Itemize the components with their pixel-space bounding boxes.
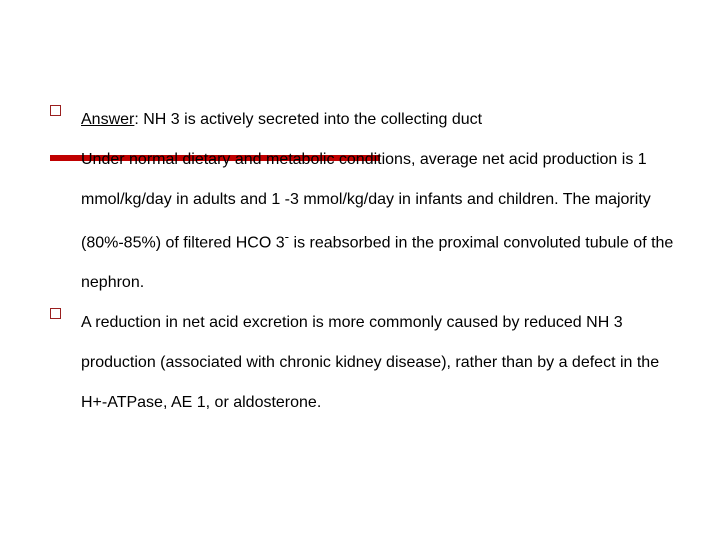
answer-label: Answer xyxy=(81,111,134,128)
bullet-item: A reduction in net acid excretion is mor… xyxy=(50,303,680,423)
slide: Answer: NH 3 is actively secreted into t… xyxy=(0,0,720,540)
content-area: Answer: NH 3 is actively secreted into t… xyxy=(50,100,680,423)
answer-rest: : NH 3 is actively secreted into the col… xyxy=(134,111,482,128)
bullet-item: Answer: NH 3 is actively secreted into t… xyxy=(50,100,680,303)
bullet-text: Answer: NH 3 is actively secreted into t… xyxy=(81,100,680,303)
bullet-square-icon xyxy=(50,105,61,116)
bullet-square-icon xyxy=(50,308,61,319)
bullet-text: A reduction in net acid excretion is mor… xyxy=(81,303,680,423)
